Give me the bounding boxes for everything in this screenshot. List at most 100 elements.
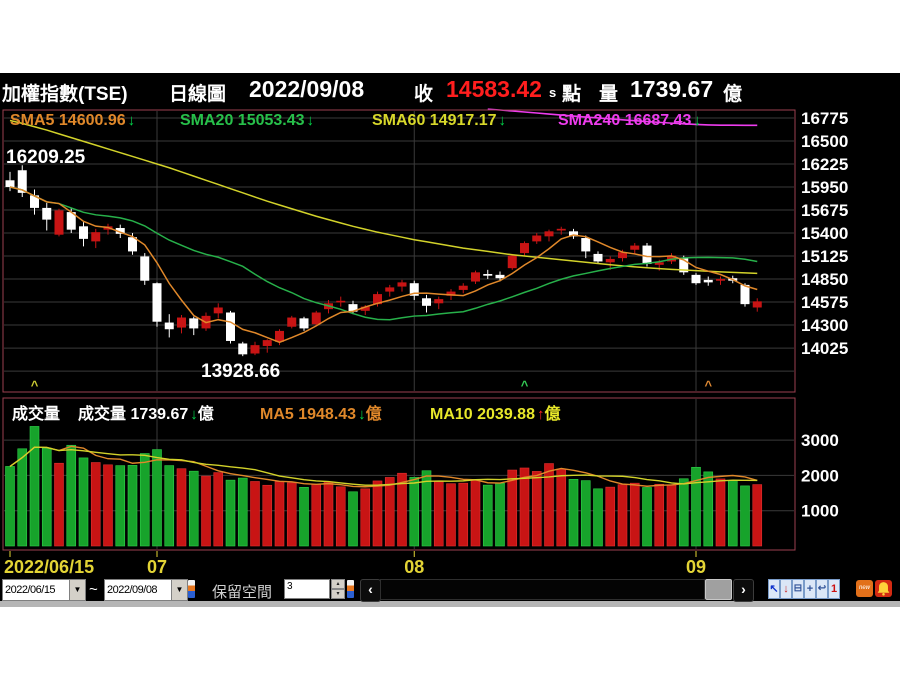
down-arrow-icon: ↓: [127, 112, 136, 129]
candle-body: [140, 256, 150, 281]
volume-ma5-line: [9, 445, 758, 488]
scroll-left-button[interactable]: ‹: [360, 579, 381, 602]
candle-body: [458, 285, 468, 290]
volume-bar: [54, 462, 64, 547]
candle-body: [691, 274, 701, 284]
volume-bar: [556, 468, 567, 547]
candle-body: [740, 284, 750, 305]
volume-bar: [703, 471, 714, 547]
x-axis-label: 07: [147, 557, 167, 577]
candle-body: [679, 258, 689, 273]
volume-bar: [225, 479, 236, 547]
volume-bar: [433, 481, 444, 547]
volume-value: 1739.67: [630, 76, 714, 102]
zoom-in-button[interactable]: +: [804, 579, 816, 599]
date-range-separator: ~: [89, 581, 98, 598]
volume-axis-label: 1000: [801, 502, 839, 521]
price-axis-label: 15950: [801, 178, 848, 197]
volume-bar: [629, 482, 640, 547]
candle-body: [483, 274, 493, 276]
date-to-value[interactable]: 2022/09/08: [107, 584, 158, 596]
volume-pane[interactable]: [2, 397, 796, 551]
price-axis-label: 15400: [801, 224, 848, 243]
date-to-combobox[interactable]: 2022/09/08 ▼: [104, 579, 188, 601]
price-axis-label: 14850: [801, 270, 848, 289]
scroll-right-button[interactable]: ›: [733, 579, 754, 602]
marker-pen-icon[interactable]: [347, 580, 354, 598]
spin-up-button[interactable]: ▴: [331, 579, 345, 589]
volume-bar: [458, 482, 469, 547]
reserve-space-stepper[interactable]: ▴ ▾: [331, 579, 345, 600]
volume-bar: [348, 491, 358, 547]
alert-bell-icon[interactable]: [875, 580, 892, 597]
down-arrow-icon: ↓: [498, 112, 507, 129]
candle-body: [250, 345, 260, 354]
candle-body: [17, 170, 27, 193]
down-arrow-icon: ↓: [693, 112, 701, 129]
dropdown-arrow-icon[interactable]: ▼: [171, 580, 187, 600]
volume-ma10-legend: MA10 2039.88 ↑億: [430, 400, 560, 424]
candle-body: [630, 245, 640, 250]
page-one-button[interactable]: 1: [828, 579, 840, 599]
candle-body: [507, 255, 517, 269]
volume-bar: [470, 479, 481, 547]
dropdown-arrow-icon[interactable]: ▼: [69, 580, 85, 600]
price-axis-label: 15675: [801, 201, 848, 220]
sma20-line: [9, 186, 758, 321]
candle-body: [605, 258, 615, 263]
volume-bar: [519, 467, 530, 547]
cursor-tool-button[interactable]: ↖: [768, 579, 780, 599]
volume-bar: [17, 448, 28, 547]
sma60-legend-text: SMA60 14917.17: [372, 112, 497, 129]
candle-body: [446, 291, 456, 296]
scrollbar-thumb[interactable]: [705, 579, 732, 600]
candle-body: [703, 279, 713, 283]
date-from-value[interactable]: 2022/06/15: [5, 584, 56, 596]
volume-bar: [323, 481, 334, 547]
candle-body: [5, 180, 15, 187]
volume-bar: [495, 482, 505, 547]
marker-pen-icon[interactable]: [188, 580, 195, 598]
candle-body: [532, 235, 542, 242]
date-from-combobox[interactable]: 2022/06/15 ▼: [2, 579, 86, 601]
spin-down-button[interactable]: ▾: [331, 589, 345, 599]
candle-body: [495, 274, 505, 279]
up-arrow-icon: ↑: [536, 406, 545, 423]
volume-bar: [507, 469, 518, 547]
candle-body: [397, 282, 407, 287]
chart-type-label[interactable]: 日線圖: [169, 84, 227, 105]
volume-bar: [544, 463, 554, 547]
volume-bar: [617, 484, 628, 547]
sma240-legend-text: SMA240 16687.43: [558, 112, 692, 129]
sma5-line: [9, 186, 758, 344]
zoom-out-button[interactable]: ⊟: [792, 579, 804, 599]
sma20-legend-text: SMA20 15053.43: [180, 112, 305, 129]
scrollbar-track[interactable]: [380, 579, 705, 600]
volume-bar: [593, 488, 603, 547]
chart-tools-group: ↖ ↓ ⊟ + ↩ 1: [768, 579, 840, 599]
undo-button[interactable]: ↩: [816, 579, 828, 599]
candle-body: [287, 317, 297, 327]
period-low-annotation: 13928.66: [201, 361, 281, 382]
reserve-space-input[interactable]: 3: [284, 579, 330, 599]
candle-body: [360, 306, 370, 311]
download-tool-button[interactable]: ↓: [780, 579, 792, 599]
price-pane[interactable]: [2, 109, 796, 393]
volume-bar: [262, 484, 273, 547]
close-value: 14583.42: [446, 76, 542, 102]
volume-bar: [115, 465, 126, 547]
volume-bar: [66, 444, 77, 547]
candle-body: [79, 226, 88, 239]
volume-ma5-unit: 億: [365, 406, 382, 423]
candle-body: [91, 232, 101, 242]
close-label: 收: [414, 84, 434, 105]
volume-bar: [78, 457, 89, 547]
trend-marker-caret: ^: [521, 378, 529, 393]
candle-body: [385, 287, 395, 292]
new-badge-icon[interactable]: new: [856, 580, 873, 597]
period-high-annotation: 16209.25: [6, 147, 86, 168]
reserve-space-label: 保留空間: [212, 584, 273, 601]
volume-bar: [237, 477, 248, 547]
down-arrow-icon: ↓: [306, 112, 315, 129]
